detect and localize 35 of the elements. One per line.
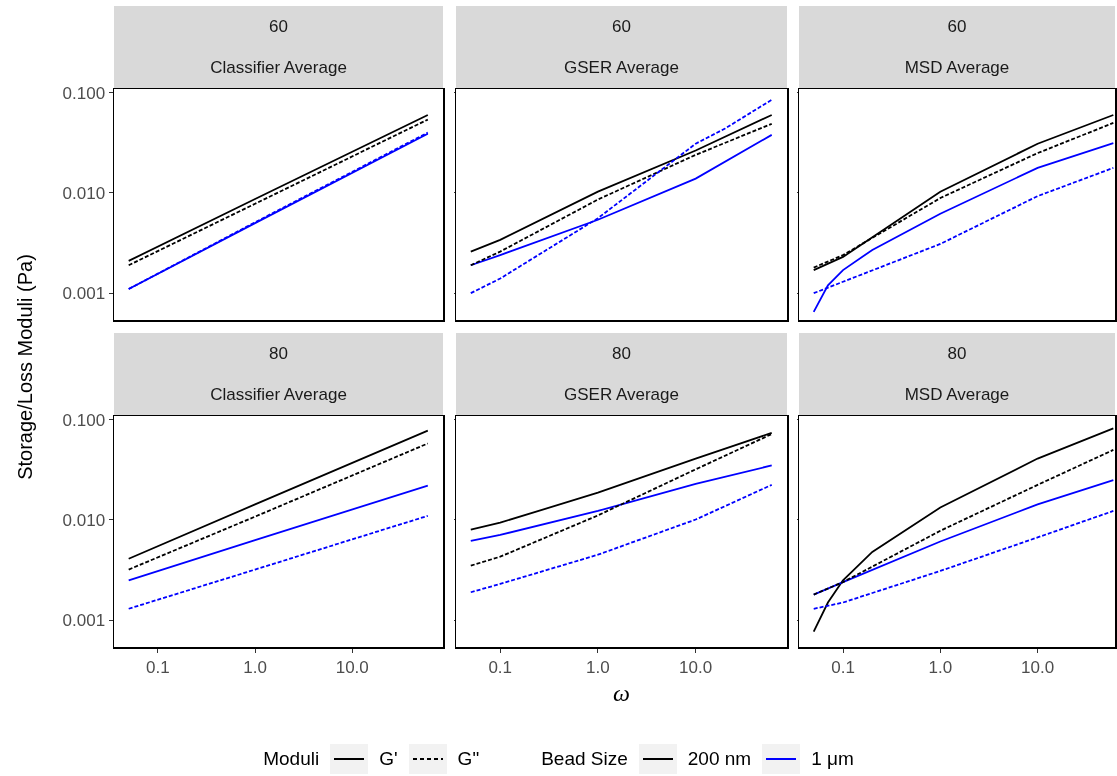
chart-subtitle: MSD Average	[903, 384, 1011, 406]
chart-title: 80	[611, 343, 632, 365]
chart-title: 80	[268, 343, 289, 365]
chart-title: 60	[268, 16, 289, 38]
x-axis-title: ω	[613, 679, 630, 707]
x-tick-label: 0.1	[488, 657, 513, 677]
x-tick-label: 0.1	[831, 657, 855, 677]
text: G"	[457, 748, 480, 770]
y-tick-label: 0.010	[62, 510, 106, 530]
chart-title: 60	[611, 16, 632, 38]
chart-title: 80	[946, 343, 968, 365]
chart-title: 60	[946, 16, 968, 38]
x-tick-label: 1.0	[586, 657, 610, 677]
y-tick-label: 0.001	[62, 611, 106, 631]
x-tick-label: 10.0	[1021, 657, 1055, 677]
chart-subtitle: MSD Average	[903, 57, 1011, 79]
y-tick-label: 0.010	[62, 183, 106, 203]
y-tick-label: 0.100	[62, 410, 106, 430]
text: Moduli	[263, 748, 320, 770]
chart-subtitle: Classifier Average	[209, 57, 348, 79]
chart-subtitle: Classifier Average	[209, 384, 348, 406]
y-tick-label: 0.100	[62, 83, 106, 103]
text: 200 nm	[687, 748, 752, 770]
x-tick-label: 10.0	[679, 657, 713, 677]
text: G'	[379, 748, 398, 770]
x-tick-label: 1.0	[928, 657, 953, 677]
x-tick-label: 1.0	[243, 657, 267, 677]
chart-subtitle: GSER Average	[563, 57, 680, 79]
x-tick-label: 10.0	[335, 657, 369, 677]
text: Bead Size	[541, 748, 628, 770]
chart-subtitle: GSER Average	[563, 384, 680, 406]
y-axis-title: Storage/Loss Moduli (Pa)	[13, 254, 37, 480]
x-tick-label: 0.1	[146, 657, 170, 677]
text: 1 μm	[811, 748, 854, 770]
y-tick-label: 0.001	[62, 284, 106, 304]
